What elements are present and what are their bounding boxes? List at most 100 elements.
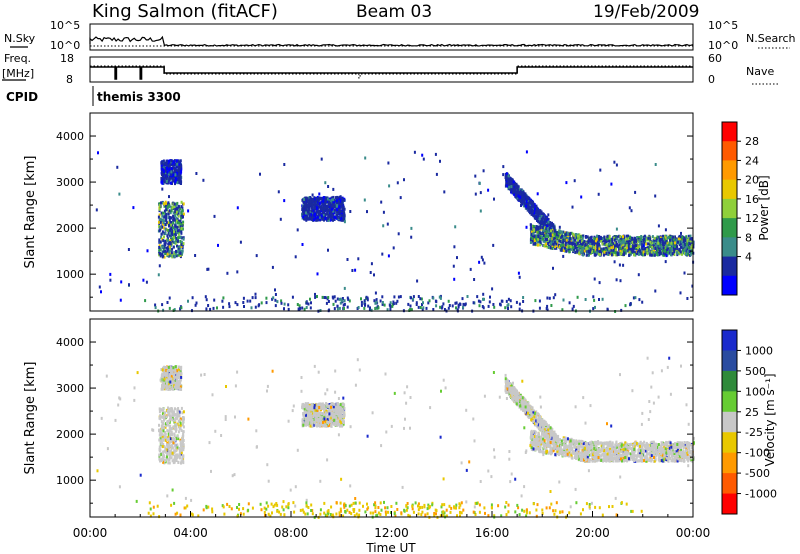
data-point [165,457,168,460]
data-point [544,216,547,220]
data-point [172,173,175,177]
data-point [670,241,673,245]
data-point [128,283,130,287]
data-point [427,301,430,305]
data-point [537,215,540,219]
data-point [303,307,306,311]
data-point [630,209,633,213]
data-point [146,249,149,253]
data-point [172,219,175,223]
data-point [443,308,446,311]
data-point [525,200,528,204]
data-point [379,299,382,303]
data-point [164,223,167,227]
data-point [171,427,174,431]
data-point [307,210,310,214]
data-point [169,181,172,185]
data-point [172,221,175,225]
data-point [194,254,197,257]
data-point [162,450,165,454]
data-point [182,220,185,224]
data-point [596,244,599,248]
data-point [234,301,237,305]
data-point [181,215,184,219]
data-point [305,206,308,210]
data-point [277,190,280,194]
data-point [657,246,660,250]
data-point [510,305,513,309]
data-point [576,242,579,246]
data-point [410,296,412,300]
data-point [432,296,435,300]
data-point [171,451,174,455]
data-point [633,253,636,257]
data-point [177,407,180,410]
data-point [683,247,686,251]
data-point [435,300,438,304]
data-point [479,209,482,213]
data-point [343,211,346,215]
data-point [380,200,383,204]
data-point [552,229,555,233]
data-point [172,211,175,215]
data-point [621,250,624,254]
data-point [439,305,442,309]
data-point [542,228,545,232]
data-point [461,297,464,301]
data-point [315,198,318,202]
data-point [175,251,177,255]
data-point [502,173,505,177]
data-point [546,225,549,229]
data-point [521,195,524,199]
data-point [182,202,185,206]
data-point [455,306,457,310]
data-point [298,304,301,308]
data-point [332,201,335,205]
data-point [478,304,481,308]
data-point [634,190,637,194]
data-point [329,218,332,222]
data-point [672,235,675,239]
data-point [181,227,184,231]
data-point [687,246,690,250]
data-point [158,204,161,208]
data-point [646,251,649,255]
data-point [683,238,686,242]
data-point [523,197,526,201]
nave-tick-top: 60 [708,52,722,65]
data-point [521,191,524,195]
data-point [577,240,580,244]
nave-trace [90,65,693,79]
beam-title: Beam 03 [356,2,432,22]
data-point [175,416,178,420]
data-point [583,246,586,250]
data-point [167,254,170,258]
data-point [172,245,175,249]
data-point [165,378,168,382]
data-point [515,300,518,304]
data-point [178,414,181,418]
data-point [627,239,630,243]
data-point [165,246,168,250]
data-point [679,235,682,239]
data-point [159,453,162,457]
data-point [538,234,541,238]
data-point [434,152,437,156]
data-point [163,202,166,206]
data-point [686,238,689,242]
data-point [165,369,168,372]
data-point [669,252,672,256]
data-point [170,430,173,434]
data-point [581,240,584,244]
data-point [689,250,692,254]
data-point [386,222,389,226]
data-point [163,418,165,422]
data-point [167,423,170,427]
data-point [303,198,305,201]
data-point [622,252,625,256]
data-point [320,197,323,200]
data-point [416,279,419,283]
data-point [179,423,182,427]
data-point [254,292,257,296]
data-point [178,180,181,184]
